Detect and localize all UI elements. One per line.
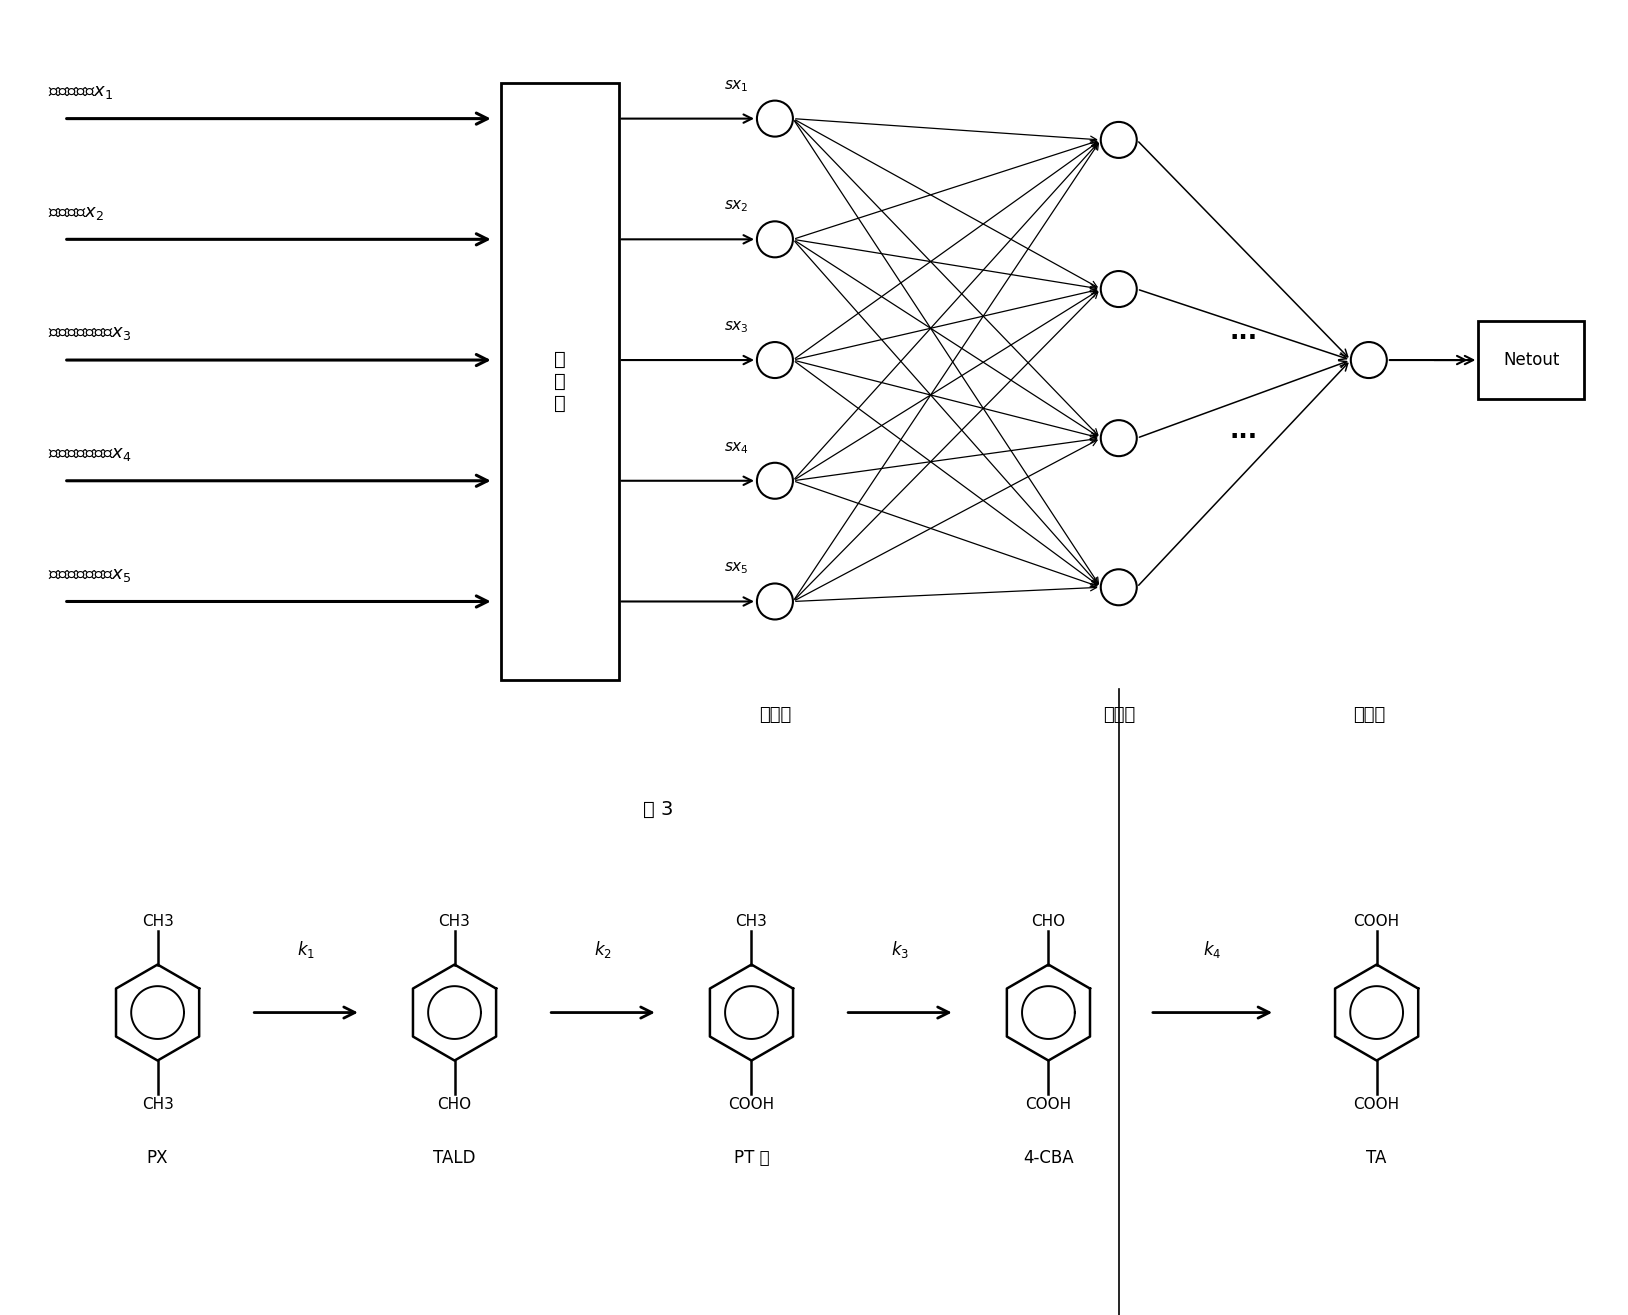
Text: Netout: Netout <box>1503 351 1560 370</box>
Ellipse shape <box>757 221 793 258</box>
Ellipse shape <box>757 463 793 498</box>
Text: 锰催化剂浓度，$x_4$: 锰催化剂浓度，$x_4$ <box>49 444 132 463</box>
Text: 图 3: 图 3 <box>643 801 672 819</box>
Text: CH3: CH3 <box>142 914 174 928</box>
Bar <box>1478 321 1584 400</box>
Text: $k_2$: $k_2$ <box>594 939 612 960</box>
Ellipse shape <box>757 101 793 137</box>
Ellipse shape <box>757 584 793 619</box>
Text: COOH: COOH <box>1353 1097 1400 1111</box>
Text: $k_3$: $k_3$ <box>891 939 908 960</box>
Text: $sx_5$: $sx_5$ <box>724 560 749 576</box>
Text: 溶剂比，$x_2$: 溶剂比，$x_2$ <box>49 204 104 221</box>
Text: COOH: COOH <box>728 1097 775 1111</box>
Text: $sx_1$: $sx_1$ <box>724 78 749 93</box>
Text: COOH: COOH <box>1353 914 1400 928</box>
Text: $sx_2$: $sx_2$ <box>724 199 749 214</box>
Text: 4-CBA: 4-CBA <box>1022 1149 1074 1168</box>
Text: CH3: CH3 <box>736 914 767 928</box>
Ellipse shape <box>1101 421 1136 456</box>
Ellipse shape <box>1351 342 1387 377</box>
Text: 钴催化剂浓度，$x_3$: 钴催化剂浓度，$x_3$ <box>49 325 132 342</box>
Text: PX: PX <box>147 1149 168 1168</box>
Text: TALD: TALD <box>433 1149 475 1168</box>
Text: CH3: CH3 <box>142 1097 174 1111</box>
Text: $sx_4$: $sx_4$ <box>724 441 749 456</box>
Text: 隐含层: 隐含层 <box>1102 706 1135 725</box>
Ellipse shape <box>757 342 793 377</box>
Text: COOH: COOH <box>1026 1097 1071 1111</box>
Text: ...: ... <box>1229 320 1258 343</box>
Text: 输入层: 输入层 <box>759 706 791 725</box>
Text: TA: TA <box>1366 1149 1387 1168</box>
Text: 溴促进剂浓度，$x_5$: 溴促进剂浓度，$x_5$ <box>49 565 132 584</box>
Text: 反应温度，$x_1$: 反应温度，$x_1$ <box>49 83 112 101</box>
Text: PT 酸: PT 酸 <box>734 1149 770 1168</box>
Text: CH3: CH3 <box>438 914 470 928</box>
Ellipse shape <box>1101 122 1136 158</box>
Text: $k_1$: $k_1$ <box>296 939 316 960</box>
Bar <box>501 83 619 680</box>
Text: $k_4$: $k_4$ <box>1203 939 1221 960</box>
Text: CHO: CHO <box>1032 914 1065 928</box>
Text: 输出层: 输出层 <box>1353 706 1385 725</box>
Ellipse shape <box>1101 271 1136 306</box>
Text: 归
一
化: 归 一 化 <box>554 350 567 413</box>
Ellipse shape <box>1101 569 1136 605</box>
Text: ...: ... <box>1229 419 1258 443</box>
Text: CHO: CHO <box>438 1097 472 1111</box>
Text: $sx_3$: $sx_3$ <box>724 320 749 335</box>
